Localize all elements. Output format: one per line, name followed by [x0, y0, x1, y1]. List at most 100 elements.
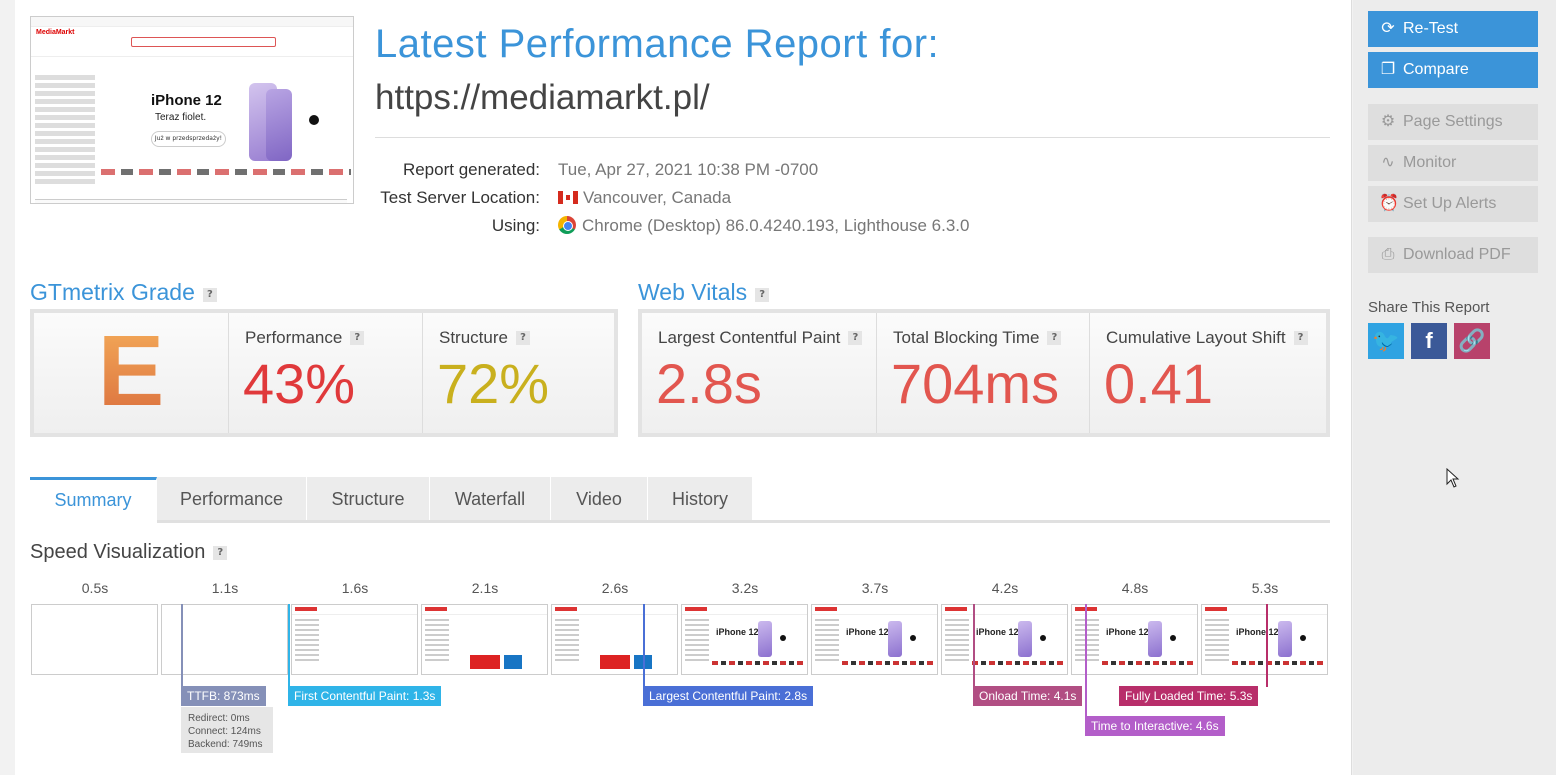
frame-brands [1232, 661, 1324, 665]
help-icon[interactable]: ? [1047, 331, 1062, 345]
frame-nav [682, 605, 807, 615]
filmstrip-frame[interactable]: iPhone 12 [681, 604, 808, 675]
thumb-navbar [31, 27, 353, 57]
pulse-icon: ∿ [1381, 154, 1395, 171]
filmstrip-frame[interactable] [291, 604, 418, 675]
apple-logo-icon [1040, 635, 1046, 641]
apple-logo-icon [309, 115, 319, 125]
apple-logo-icon [910, 635, 916, 641]
page-settings-button[interactable]: ⚙ Page Settings [1368, 104, 1538, 140]
frame-logo [945, 607, 967, 611]
structure-value: 72% [437, 352, 550, 415]
frame-menu [685, 619, 709, 664]
download-pdf-label: Download PDF [1403, 246, 1511, 263]
twitter-icon[interactable]: 🐦 [1368, 323, 1404, 359]
frame-title: iPhone 12 [716, 627, 759, 637]
refresh-icon: ⟳ [1381, 20, 1395, 37]
filmstrip-frame[interactable] [551, 604, 678, 675]
cls-label: Cumulative Layout Shift [1106, 328, 1286, 347]
frame-logo [425, 607, 447, 611]
ttfb-connect: Connect: 124ms [188, 726, 261, 737]
frame-logo [1205, 607, 1227, 611]
frame-time: 1.1s [211, 580, 239, 596]
tab-video[interactable]: Video [551, 477, 648, 520]
help-icon[interactable]: ? [202, 288, 217, 302]
frame-menu [425, 619, 449, 664]
grade-section-title: GTmetrix Grade? [30, 279, 217, 306]
monitor-button[interactable]: ∿ Monitor [1368, 145, 1538, 181]
page-settings-label: Page Settings [1403, 113, 1503, 130]
fully-loaded-label: Fully Loaded Time: 5.3s [1119, 686, 1259, 706]
lcp-cell: Largest Contentful Paint? 2.8s [642, 313, 877, 433]
help-icon[interactable]: ? [848, 331, 863, 345]
location-label: Test Server Location: [380, 188, 540, 207]
thumb-phone-image-2 [266, 89, 292, 161]
frame-phone [758, 621, 772, 657]
tab-waterfall[interactable]: Waterfall [430, 477, 551, 520]
frame-phone [888, 621, 902, 657]
thumb-brand-strip [101, 169, 351, 175]
frame-time: 0.5s [81, 580, 109, 596]
tab-summary[interactable]: Summary [30, 477, 157, 523]
location-value: Vancouver, Canada [583, 188, 732, 207]
report-tabs: Summary Performance Structure Waterfall … [30, 477, 1330, 523]
frame-brands [842, 661, 934, 665]
using-value: Chrome (Desktop) 86.0.4240.193, Lighthou… [582, 216, 970, 235]
help-icon[interactable]: ? [755, 288, 770, 302]
tbt-label-wrap: Total Blocking Time? [893, 328, 1062, 348]
frame-title: iPhone 12 [976, 627, 1019, 637]
tab-structure[interactable]: Structure [307, 477, 430, 520]
report-url: https://mediamarkt.pl/ [375, 78, 710, 117]
ttfb-redirect: Redirect: 0ms [188, 713, 250, 724]
frame-menu [555, 619, 579, 664]
frame-menu [815, 619, 839, 664]
frame-title: iPhone 12 [1236, 627, 1279, 637]
filmstrip-frame[interactable]: iPhone 12 [811, 604, 938, 675]
apple-logo-icon [1300, 635, 1306, 641]
help-icon[interactable]: ? [1293, 331, 1308, 345]
filmstrip-frame[interactable]: iPhone 12 [941, 604, 1068, 675]
help-icon[interactable]: ? [515, 331, 530, 345]
frame-time: 1.6s [341, 580, 369, 596]
frame-nav [1072, 605, 1197, 615]
frame-brands [972, 661, 1064, 665]
grade-panel: E Performance? 43% Structure? 72% [30, 309, 618, 437]
vitals-panel: Largest Contentful Paint? 2.8s Total Blo… [638, 309, 1330, 437]
frame-menu [945, 619, 969, 664]
help-icon[interactable]: ? [213, 546, 228, 560]
filmstrip-frame[interactable] [421, 604, 548, 675]
frame-nav [422, 605, 547, 615]
link-icon[interactable]: 🔗 [1454, 323, 1490, 359]
ttfb-backend: Backend: 749ms [188, 739, 263, 750]
frame-nav [552, 605, 677, 615]
download-pdf-button[interactable]: ⎙ Download PDF [1368, 237, 1538, 273]
page-screenshot-thumbnail[interactable]: MediaMarkt iPhone 12 Teraz fiolet. Już w… [30, 16, 354, 204]
lcp-marker-line [643, 604, 645, 687]
frame-time: 4.2s [991, 580, 1019, 596]
frame-title: iPhone 12 [1106, 627, 1149, 637]
ttfb-breakdown: Redirect: 0ms Connect: 124ms Backend: 74… [181, 707, 273, 753]
compare-button[interactable]: ❐ Compare [1368, 52, 1538, 88]
alarm-clock-icon: ⏰ [1379, 195, 1399, 212]
alerts-button[interactable]: ⏰ Set Up Alerts [1368, 186, 1538, 222]
facebook-icon[interactable]: f [1411, 323, 1447, 359]
tab-performance[interactable]: Performance [157, 477, 307, 520]
tab-history[interactable]: History [648, 477, 753, 520]
filmstrip-frame[interactable]: iPhone 12 [1201, 604, 1328, 675]
cls-label-wrap: Cumulative Layout Shift? [1106, 328, 1308, 348]
thumb-banner-sub: Teraz fiolet. [155, 112, 207, 123]
filmstrip-frame[interactable]: iPhone 12 [1071, 604, 1198, 675]
help-icon[interactable]: ? [350, 331, 365, 345]
thumb-banner-title: iPhone 12 [151, 92, 222, 109]
frame-menu [295, 619, 319, 664]
frame-phone [1148, 621, 1162, 657]
lcp-label: Largest Contentful Paint [658, 328, 841, 347]
frame-time: 3.7s [861, 580, 889, 596]
frame-time: 2.1s [471, 580, 499, 596]
frame-nav [1202, 605, 1327, 615]
tbt-label: Total Blocking Time [893, 328, 1040, 347]
thumb-banner-button: Już w przedsprzedaży! [151, 131, 226, 147]
filmstrip-frame[interactable] [31, 604, 158, 675]
thumb-cookie-bar [35, 199, 347, 203]
retest-button[interactable]: ⟳ Re-Test [1368, 11, 1538, 47]
